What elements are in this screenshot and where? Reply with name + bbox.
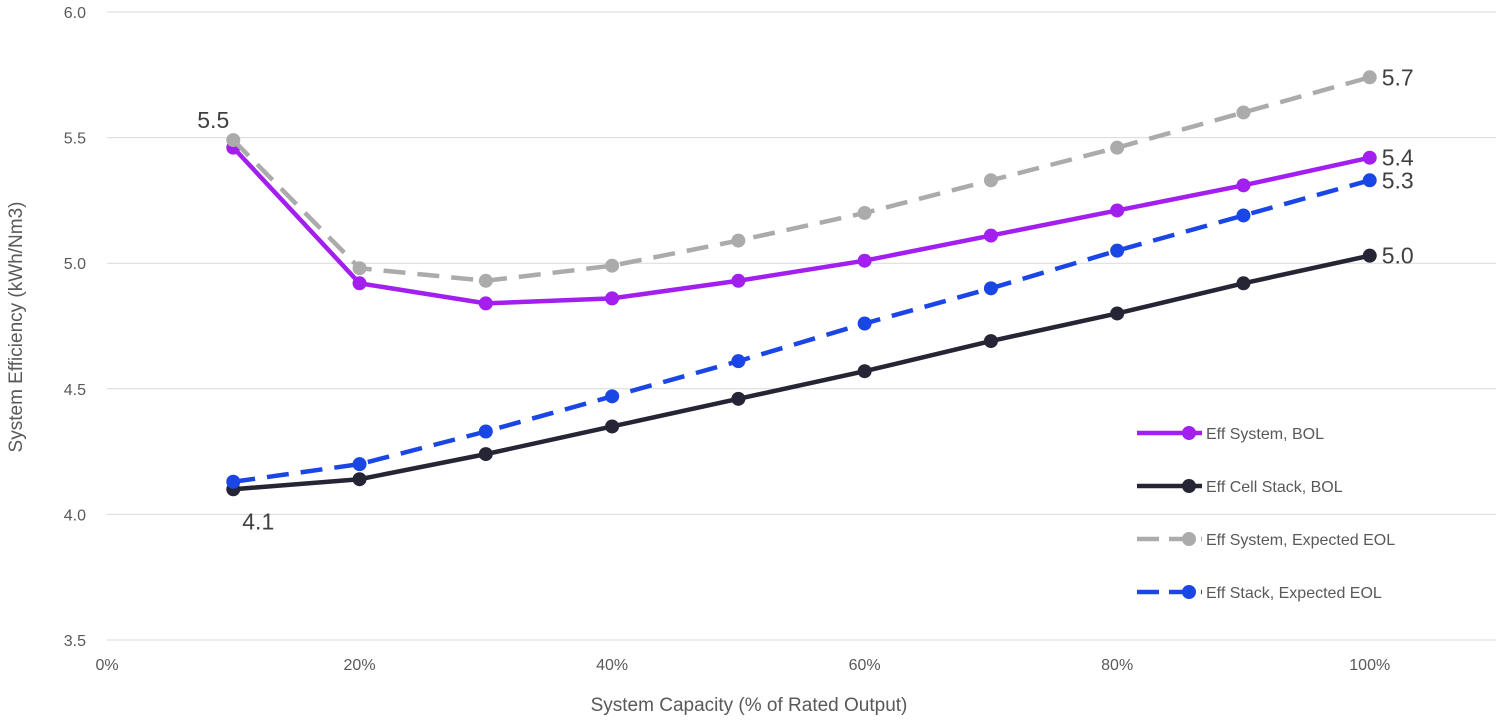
legend-label: Eff Stack, Expected EOL (1206, 585, 1382, 602)
data-point (226, 133, 240, 147)
legend-label: Eff System, BOL (1206, 426, 1324, 443)
y-tick-label: 6.0 (64, 5, 86, 22)
data-point (984, 173, 998, 187)
data-label: 4.1 (242, 508, 274, 534)
data-point (858, 316, 872, 330)
series-eff-stack-expected-eol (226, 173, 1376, 488)
y-axis-title: System Efficiency (kWh/Nm3) (6, 202, 27, 453)
data-point (1236, 178, 1250, 192)
data-point (1110, 244, 1124, 258)
data-point (1236, 105, 1250, 119)
data-point (605, 291, 619, 305)
data-point (353, 276, 367, 290)
legend-label: Eff Cell Stack, BOL (1206, 479, 1343, 496)
legend-item-eff-stack-expected-eol: Eff Stack, Expected EOL (1137, 585, 1382, 602)
legend-item-eff-cell-stack-bol: Eff Cell Stack, BOL (1137, 479, 1343, 496)
y-tick-label: 3.5 (64, 633, 86, 650)
data-point (1363, 151, 1377, 165)
legend-label: Eff System, Expected EOL (1206, 532, 1395, 549)
series-eff-system-expected-eol (226, 70, 1376, 287)
data-point (984, 281, 998, 295)
data-point (605, 419, 619, 433)
series-layer (226, 70, 1376, 496)
y-tick-label: 5.5 (64, 131, 86, 148)
data-point (479, 296, 493, 310)
x-axis-ticks: 0% 20% 40% 60% 80% 100% (95, 657, 1390, 674)
data-label: 5.5 (197, 107, 229, 133)
data-point (731, 392, 745, 406)
data-point (1236, 208, 1250, 222)
data-point (1363, 173, 1377, 187)
data-point (858, 206, 872, 220)
legend-swatch-marker (1182, 585, 1196, 599)
data-point (731, 234, 745, 248)
y-tick-label: 4.5 (64, 382, 86, 399)
data-point (984, 229, 998, 243)
data-point (1110, 141, 1124, 155)
y-tick-label: 5.0 (64, 256, 86, 273)
data-point (605, 259, 619, 273)
data-point (353, 457, 367, 471)
legend-swatch-marker (1182, 532, 1196, 546)
data-point (479, 447, 493, 461)
x-tick-label: 80% (1101, 657, 1133, 674)
data-point (1363, 70, 1377, 84)
data-point (479, 274, 493, 288)
data-point (1363, 249, 1377, 263)
data-point (353, 472, 367, 486)
data-point (858, 254, 872, 268)
y-axis-ticks: 3.5 4.0 4.5 5.0 5.5 6.0 (64, 5, 86, 650)
data-point (479, 425, 493, 439)
data-point (1236, 276, 1250, 290)
data-point (1110, 203, 1124, 217)
data-label: 5.0 (1382, 243, 1414, 269)
legend-swatch-marker (1182, 426, 1196, 440)
x-tick-label: 0% (95, 657, 118, 674)
legend-item-eff-system-bol: Eff System, BOL (1137, 426, 1324, 443)
data-point (731, 274, 745, 288)
x-tick-label: 60% (849, 657, 881, 674)
series-eff-cell-stack-bol (226, 249, 1376, 497)
legend-swatch-marker (1182, 479, 1196, 493)
y-tick-label: 4.0 (64, 507, 86, 524)
data-point (731, 354, 745, 368)
data-point (605, 389, 619, 403)
data-point (1110, 306, 1124, 320)
legend-item-eff-system-expected-eol: Eff System, Expected EOL (1137, 532, 1395, 549)
x-tick-label: 100% (1349, 657, 1390, 674)
data-labels: 5.54.15.75.45.35.0 (197, 64, 1414, 534)
data-point (353, 261, 367, 275)
x-axis-title: System Capacity (% of Rated Output) (591, 695, 908, 716)
data-point (226, 475, 240, 489)
data-point (858, 364, 872, 378)
data-label: 5.3 (1382, 167, 1414, 193)
data-point (984, 334, 998, 348)
data-label: 5.7 (1382, 64, 1414, 90)
x-tick-label: 40% (596, 657, 628, 674)
x-tick-label: 20% (344, 657, 376, 674)
series-line (233, 77, 1369, 280)
